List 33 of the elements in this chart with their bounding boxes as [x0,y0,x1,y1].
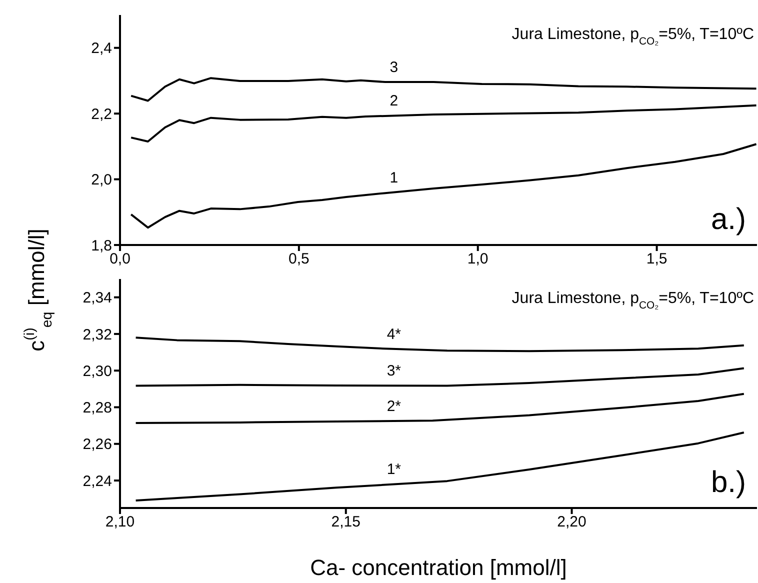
x-tick-label: 0,0 [110,250,130,268]
x-tick-label: 2,15 [331,514,360,531]
y-tick-label: 2,4 [91,40,112,58]
y-tick-label: 2,34 [82,290,112,307]
y-tick-label: 2,28 [82,400,112,417]
y-tick-label: 2,2 [91,106,112,123]
x-tick-label: 2,20 [557,514,586,531]
series-label: 1 [390,169,398,186]
series-label: 3 [390,59,398,76]
x-tick-label: 1,0 [467,250,488,268]
series-label: 2 [390,92,398,110]
y-tick-label: 2,32 [82,326,112,344]
line-series [134,367,745,387]
y-tick-label: 2,26 [82,436,112,454]
series-label: 3* [386,362,402,380]
line-series [134,432,745,502]
series-label: 4* [386,326,402,343]
x-tick-label: 2,10 [105,514,135,531]
y-tick-label: 2,24 [82,472,112,490]
x-tick-label: 0,5 [288,250,310,268]
annotation: Jura Limestone, p$_{CO₂}$=5%, T=10ºC [512,26,754,48]
y-tick-label: 2,30 [82,362,112,380]
y-tick-label: 1,8 [91,237,112,254]
x-axis-title: Ca- concentration [mmol/l] [310,555,567,580]
annotation: Jura Limestone, p$_{CO₂}$=5%, T=10ºC [512,290,754,312]
x-tick-label: 1,5 [646,250,668,268]
series-label: 2* [386,398,402,415]
series-label: 1* [386,461,402,478]
line-series [130,104,757,142]
annotation: a.) [710,203,746,236]
line-series [134,392,745,424]
annotation: b.) [710,466,746,499]
y-tick-label: 2,0 [91,172,112,189]
